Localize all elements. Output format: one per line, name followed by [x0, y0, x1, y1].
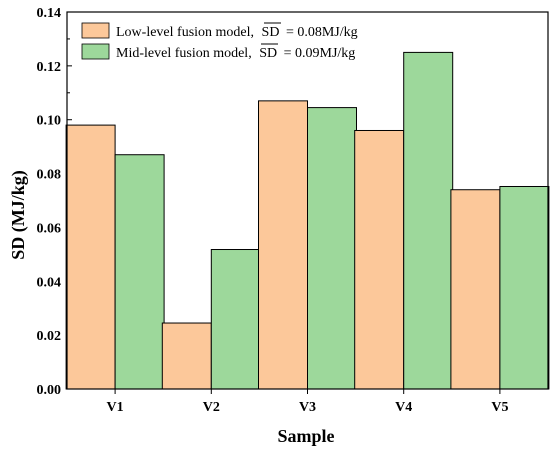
bar-v5-series-1 — [450, 189, 501, 390]
y-tick-label: 0.14 — [37, 6, 62, 21]
legend-label-mid-level: Mid-level fusion model, — [116, 46, 252, 61]
bar-v4-series-2 — [403, 51, 454, 390]
svg-text:Low-level fusion model,: Low-level fusion model, SD = 0.08MJ/kg — [116, 25, 358, 40]
legend-label-low-level: Low-level fusion model, — [116, 25, 254, 40]
bar-v5-series-2 — [499, 185, 550, 390]
legend-swatch-mid-level — [81, 43, 110, 60]
y-tick-label: 0.10 — [37, 114, 62, 129]
legend: Low-level fusion model, SD = 0.08MJ/kg M… — [81, 22, 358, 61]
bar-v3-series-1 — [258, 100, 308, 390]
legend-sd-value-low-level: = 0.08MJ/kg — [286, 25, 358, 40]
y-tick-label: 0.06 — [37, 221, 62, 236]
bar-v4-series-1 — [354, 129, 405, 390]
y-tick-label: 0.08 — [37, 168, 62, 183]
legend-sd-value-mid-level: = 0.09MJ/kg — [284, 46, 356, 61]
x-axis-ticks: V1 V2 V3 V4 V5 — [107, 389, 508, 415]
y-axis-ticks: 0.00 0.02 0.04 0.06 0.08 0.10 0.12 0.14 — [37, 6, 72, 398]
svg-text:Mid-level fusion model,: Mid-level fusion model, SD = 0.09MJ/kg — [116, 46, 355, 61]
legend-sd-symbol-mid-level: SD — [259, 46, 277, 61]
y-tick-label: 0.04 — [37, 275, 62, 290]
bar-v1-series-2 — [114, 154, 165, 390]
y-axis-title: SD (MJ/kg) — [8, 170, 29, 260]
plot-frame — [66, 11, 549, 390]
x-tick-label: V5 — [491, 400, 508, 415]
bar-v1-series-1 — [65, 124, 116, 390]
y-tick-label: 0.12 — [37, 60, 62, 75]
bar-v2-series-1 — [161, 322, 212, 390]
x-tick-label: V4 — [395, 400, 412, 415]
legend-swatch-low-level — [81, 22, 110, 39]
bar-v2-series-2 — [210, 249, 261, 390]
x-axis-title: Sample — [277, 426, 334, 446]
legend-sd-symbol-low-level: SD — [262, 25, 280, 40]
y-tick-label: 0.00 — [37, 383, 62, 398]
bar-series-group — [65, 51, 550, 390]
x-tick-label: V3 — [299, 400, 316, 415]
x-tick-label: V1 — [107, 400, 124, 415]
y-tick-label: 0.02 — [37, 329, 62, 344]
x-tick-label: V2 — [203, 400, 220, 415]
bar-v3-series-2 — [307, 107, 357, 390]
